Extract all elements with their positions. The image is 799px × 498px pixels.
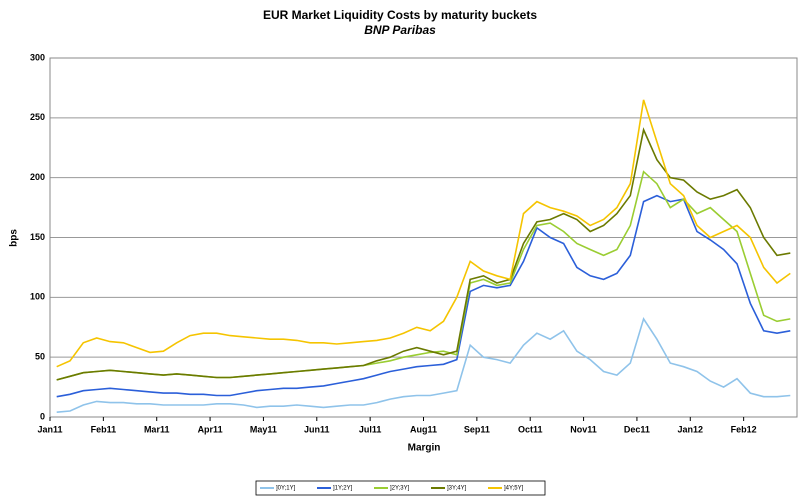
legend-label: ]4Y;5Y] [504, 486, 524, 492]
y-tick-label: 100 [30, 292, 45, 302]
series-line [56, 99, 791, 368]
legend-label: ]0Y;1Y] [276, 486, 296, 492]
y-tick-label: 50 [35, 352, 45, 362]
y-tick-label: 250 [30, 112, 45, 122]
x-tick-label: Jan12 [678, 424, 704, 434]
x-tick-label: Nov11 [570, 424, 597, 434]
series-line [56, 127, 791, 381]
x-tick-label: May11 [250, 424, 277, 434]
legend-label: ]2Y;3Y] [390, 486, 410, 492]
x-tick-label: Dec11 [624, 424, 650, 434]
x-tick-label: Aug11 [410, 424, 437, 434]
x-tick-label: Sep11 [464, 424, 490, 434]
legend-label: ]3Y;4Y] [447, 486, 467, 492]
legend-box [255, 480, 546, 496]
x-tick-label: Feb12 [731, 424, 757, 434]
x-tick-label: Feb11 [91, 424, 117, 434]
x-tick-label: Jan11 [37, 424, 62, 434]
series-line [56, 194, 791, 398]
x-tick-label: Oct11 [518, 424, 543, 434]
legend-label: ]1Y;2Y] [333, 486, 353, 492]
y-tick-label: 150 [30, 232, 45, 242]
y-tick-label: 0 [40, 411, 45, 421]
x-axis-label: Margin [408, 443, 441, 454]
x-tick-label: Apr11 [198, 424, 223, 434]
y-axis-label: bps [9, 229, 20, 247]
y-tick-label: 300 [30, 52, 45, 62]
x-tick-label: Mar11 [144, 424, 170, 434]
y-tick-label: 200 [30, 172, 45, 182]
series-line [56, 317, 791, 413]
chart-title: EUR Market Liquidity Costs by maturity b… [263, 8, 537, 22]
chart-subtitle: BNP Paribas [364, 23, 436, 37]
x-tick-label: Jun11 [304, 424, 330, 434]
x-tick-label: Jul11 [359, 424, 382, 434]
